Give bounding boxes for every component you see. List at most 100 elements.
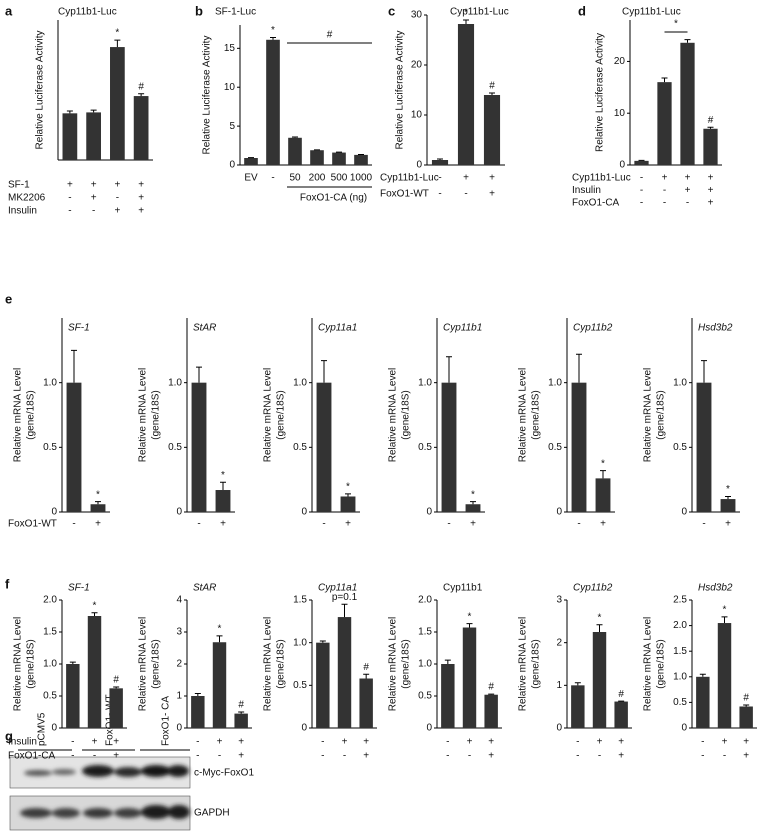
bar	[90, 504, 106, 512]
error-bar	[725, 495, 731, 500]
y-tick-label: 4	[176, 595, 182, 606]
condition-sign: +	[467, 737, 473, 748]
condition-sign: -	[701, 737, 704, 748]
condition-label: Cyp11b1-Luc	[380, 173, 439, 184]
error-bar	[270, 36, 276, 40]
y-axis-label: (gene/18S)	[656, 639, 667, 688]
y-axis-label: Relative mRNA Level	[13, 368, 24, 462]
y-tick-label: 0	[416, 160, 422, 171]
x-axis-label: FoxO1-CA (ng)	[300, 193, 367, 204]
condition-sign: +	[217, 737, 223, 748]
condition-sign: -	[68, 206, 71, 217]
condition-sign: +	[138, 180, 144, 191]
condition-sign: +	[114, 180, 120, 191]
condition-sign: +	[238, 751, 244, 762]
condition-sign: -	[640, 198, 643, 209]
y-tick-label: 30	[411, 10, 423, 21]
condition-label: Insulin	[572, 185, 601, 196]
y-tick-label: 2	[556, 637, 562, 648]
y-tick-label: 1.0	[673, 671, 687, 682]
bar	[595, 478, 611, 512]
error-bar	[138, 93, 145, 97]
condition-sign: -	[93, 751, 96, 762]
condition-sign: +	[138, 206, 144, 217]
condition-sign: -	[72, 519, 75, 530]
condition-sign: -	[218, 751, 221, 762]
bar	[592, 632, 607, 728]
significance-mark: #	[238, 700, 244, 711]
y-axis-label: Relative Luciferase Activity	[35, 31, 46, 150]
y-axis-label: Relative mRNA Level	[388, 617, 399, 711]
y-tick-label: 0.5	[418, 442, 432, 453]
bar	[109, 688, 123, 728]
bar	[133, 96, 149, 160]
y-axis-label: (gene/18S)	[26, 390, 37, 439]
y-axis-label: (gene/18S)	[656, 390, 667, 439]
significance-mark: *	[468, 611, 472, 622]
error-bar	[113, 686, 120, 689]
condition-sign: +	[600, 519, 606, 530]
y-tick-label: 1.0	[43, 377, 57, 388]
y-tick-label: 20	[614, 56, 626, 67]
error-bar	[216, 635, 223, 643]
condition-sign: +	[238, 737, 244, 748]
bar	[244, 158, 258, 165]
y-axis-label: (gene/18S)	[531, 639, 542, 688]
condition-sign: +	[618, 737, 624, 748]
y-tick-label: 1.0	[293, 637, 307, 648]
y-tick-label: 5	[229, 121, 235, 132]
lane-label: FoxO1- CA	[161, 696, 172, 746]
y-axis-label: Relative mRNA Level	[518, 368, 529, 462]
condition-sign: +	[597, 737, 603, 748]
condition-sign: +	[113, 751, 119, 762]
band-label: c-Myc-FoxO1	[194, 768, 254, 779]
bar	[288, 137, 302, 165]
condition-sign: -	[576, 737, 579, 748]
condition-sign: +	[722, 737, 728, 748]
bar	[234, 713, 248, 728]
band	[114, 767, 142, 777]
condition-sign: +	[725, 519, 731, 530]
panel-letter: e	[5, 291, 12, 306]
significance-mark: #	[113, 675, 119, 686]
condition-sign: -	[196, 737, 199, 748]
bar	[316, 382, 332, 512]
condition-sign: +	[363, 737, 369, 748]
band	[82, 765, 114, 777]
bar	[66, 382, 82, 512]
condition-sign: -	[598, 751, 601, 762]
y-tick-label: 1	[556, 680, 562, 691]
significance-mark: *	[93, 600, 97, 611]
error-bar	[341, 603, 348, 618]
condition-sign: +	[708, 185, 714, 196]
bar	[62, 113, 78, 160]
y-axis-label: (gene/18S)	[401, 390, 412, 439]
bar	[441, 382, 457, 512]
condition-sign: -	[468, 751, 471, 762]
y-tick-label: 0	[51, 507, 57, 518]
condition-sign: +	[488, 737, 494, 748]
bar	[86, 112, 101, 160]
error-bar	[721, 616, 728, 624]
condition-sign: -	[438, 189, 441, 200]
error-bar	[90, 109, 97, 113]
error-bar	[466, 623, 473, 628]
y-tick-label: 2.0	[673, 620, 687, 631]
condition-sign: -	[447, 519, 450, 530]
bar	[431, 160, 449, 165]
bar	[266, 39, 280, 165]
condition-label: FoxO1-CA	[572, 198, 620, 209]
error-bar	[661, 77, 668, 83]
y-tick-label: 1.0	[548, 377, 562, 388]
error-bar	[220, 481, 226, 491]
condition-sign: +	[67, 180, 73, 191]
error-bar	[69, 661, 76, 664]
error-bar	[196, 366, 202, 383]
y-tick-label: 1.5	[43, 627, 57, 638]
bar	[703, 128, 718, 165]
condition-sign: +	[92, 737, 98, 748]
x-tick-label: 50	[289, 173, 301, 184]
bar	[571, 382, 587, 512]
y-tick-label: 1.0	[168, 377, 182, 388]
error-bar	[701, 360, 707, 383]
